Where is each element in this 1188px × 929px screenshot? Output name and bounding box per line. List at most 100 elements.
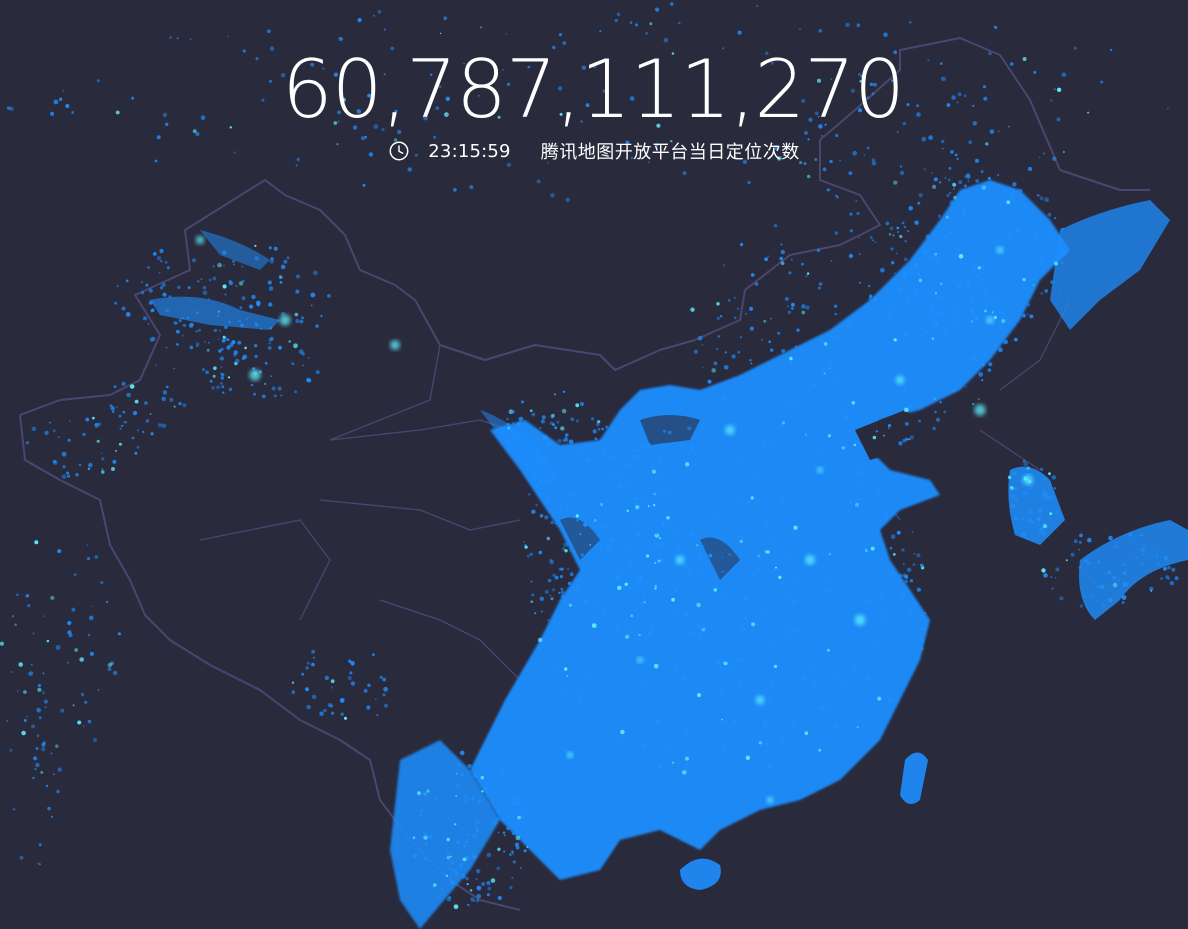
location-dot bbox=[227, 376, 231, 379]
location-dot bbox=[839, 159, 841, 162]
location-dot bbox=[252, 367, 256, 370]
location-dot bbox=[530, 580, 533, 583]
location-dot bbox=[1059, 291, 1062, 294]
location-dot bbox=[426, 789, 430, 793]
location-dot bbox=[947, 178, 951, 182]
location-dot bbox=[477, 799, 482, 804]
location-dot bbox=[1048, 495, 1054, 500]
location-dot bbox=[623, 587, 627, 591]
location-dot bbox=[350, 681, 356, 686]
location-dot bbox=[94, 555, 99, 559]
location-dot bbox=[613, 702, 618, 708]
location-dot bbox=[324, 675, 330, 681]
location-dot bbox=[877, 696, 882, 701]
location-dot bbox=[775, 566, 777, 569]
location-dot bbox=[197, 280, 200, 283]
location-dot bbox=[776, 473, 780, 477]
location-dot bbox=[205, 370, 209, 375]
location-dot bbox=[695, 573, 700, 578]
location-dot bbox=[669, 621, 673, 624]
location-dot bbox=[839, 493, 842, 495]
location-dot bbox=[856, 726, 859, 729]
location-dot bbox=[733, 719, 738, 724]
location-dot bbox=[34, 768, 37, 771]
location-dot bbox=[592, 429, 597, 434]
location-dot bbox=[756, 5, 759, 7]
location-dot bbox=[486, 880, 491, 886]
location-dot bbox=[946, 103, 951, 107]
location-dot bbox=[100, 581, 104, 584]
location-dot bbox=[603, 711, 607, 715]
location-dot bbox=[652, 456, 654, 458]
location-dot bbox=[870, 546, 875, 551]
location-dot bbox=[267, 29, 271, 34]
city-glow bbox=[1023, 475, 1033, 485]
location-dot bbox=[347, 676, 352, 680]
location-dot bbox=[928, 135, 933, 141]
location-dot bbox=[356, 109, 362, 114]
location-dot bbox=[963, 292, 966, 295]
location-dot bbox=[470, 795, 476, 801]
location-dot bbox=[928, 304, 934, 310]
location-dot bbox=[906, 297, 910, 302]
location-dot bbox=[306, 661, 310, 665]
location-dot bbox=[585, 482, 590, 488]
location-dot bbox=[456, 840, 460, 844]
location-dot bbox=[1040, 292, 1043, 295]
location-dot bbox=[711, 368, 716, 373]
location-dot bbox=[584, 673, 589, 677]
location-dot bbox=[1038, 508, 1043, 513]
location-dot bbox=[62, 89, 65, 92]
location-dot bbox=[507, 815, 511, 819]
location-dot bbox=[1065, 559, 1068, 562]
location-dot bbox=[964, 385, 967, 388]
location-dot bbox=[658, 530, 663, 535]
location-dot bbox=[516, 421, 522, 427]
location-dot bbox=[473, 899, 476, 903]
location-dot bbox=[957, 335, 960, 337]
location-dot bbox=[919, 646, 924, 651]
location-dot bbox=[780, 249, 785, 255]
location-dot bbox=[728, 707, 731, 710]
location-dot bbox=[904, 240, 907, 243]
location-dot bbox=[580, 120, 583, 123]
location-dot bbox=[918, 278, 923, 283]
location-dot bbox=[176, 343, 179, 346]
location-dot bbox=[147, 323, 150, 325]
location-dot bbox=[847, 408, 851, 412]
location-dot bbox=[433, 135, 437, 139]
location-dot bbox=[87, 467, 91, 470]
location-dot bbox=[758, 741, 762, 745]
location-dot bbox=[655, 472, 660, 476]
location-dot bbox=[693, 349, 699, 354]
location-dot bbox=[348, 659, 352, 663]
location-dot bbox=[746, 534, 750, 539]
location-dot bbox=[145, 283, 149, 287]
location-dot bbox=[268, 337, 273, 342]
location-dot bbox=[182, 317, 184, 320]
location-dot bbox=[640, 444, 646, 450]
location-dot bbox=[586, 615, 590, 619]
location-dot bbox=[948, 166, 952, 170]
location-dot bbox=[942, 147, 944, 150]
location-dot bbox=[984, 309, 987, 313]
location-dot bbox=[1059, 596, 1064, 601]
location-dot bbox=[773, 224, 778, 228]
location-dot bbox=[191, 258, 197, 263]
location-dot bbox=[537, 646, 542, 651]
location-dot bbox=[572, 493, 576, 497]
location-dot bbox=[909, 435, 914, 440]
location-dot bbox=[245, 317, 248, 320]
location-dot bbox=[286, 256, 290, 260]
location-dot bbox=[948, 230, 954, 235]
location-dot bbox=[67, 438, 71, 442]
location-dot bbox=[440, 806, 443, 810]
location-dot bbox=[833, 677, 837, 681]
location-dot bbox=[824, 123, 827, 127]
location-dot bbox=[883, 434, 885, 437]
location-dot bbox=[673, 664, 679, 669]
location-dot bbox=[954, 260, 956, 263]
location-dot bbox=[42, 615, 45, 618]
